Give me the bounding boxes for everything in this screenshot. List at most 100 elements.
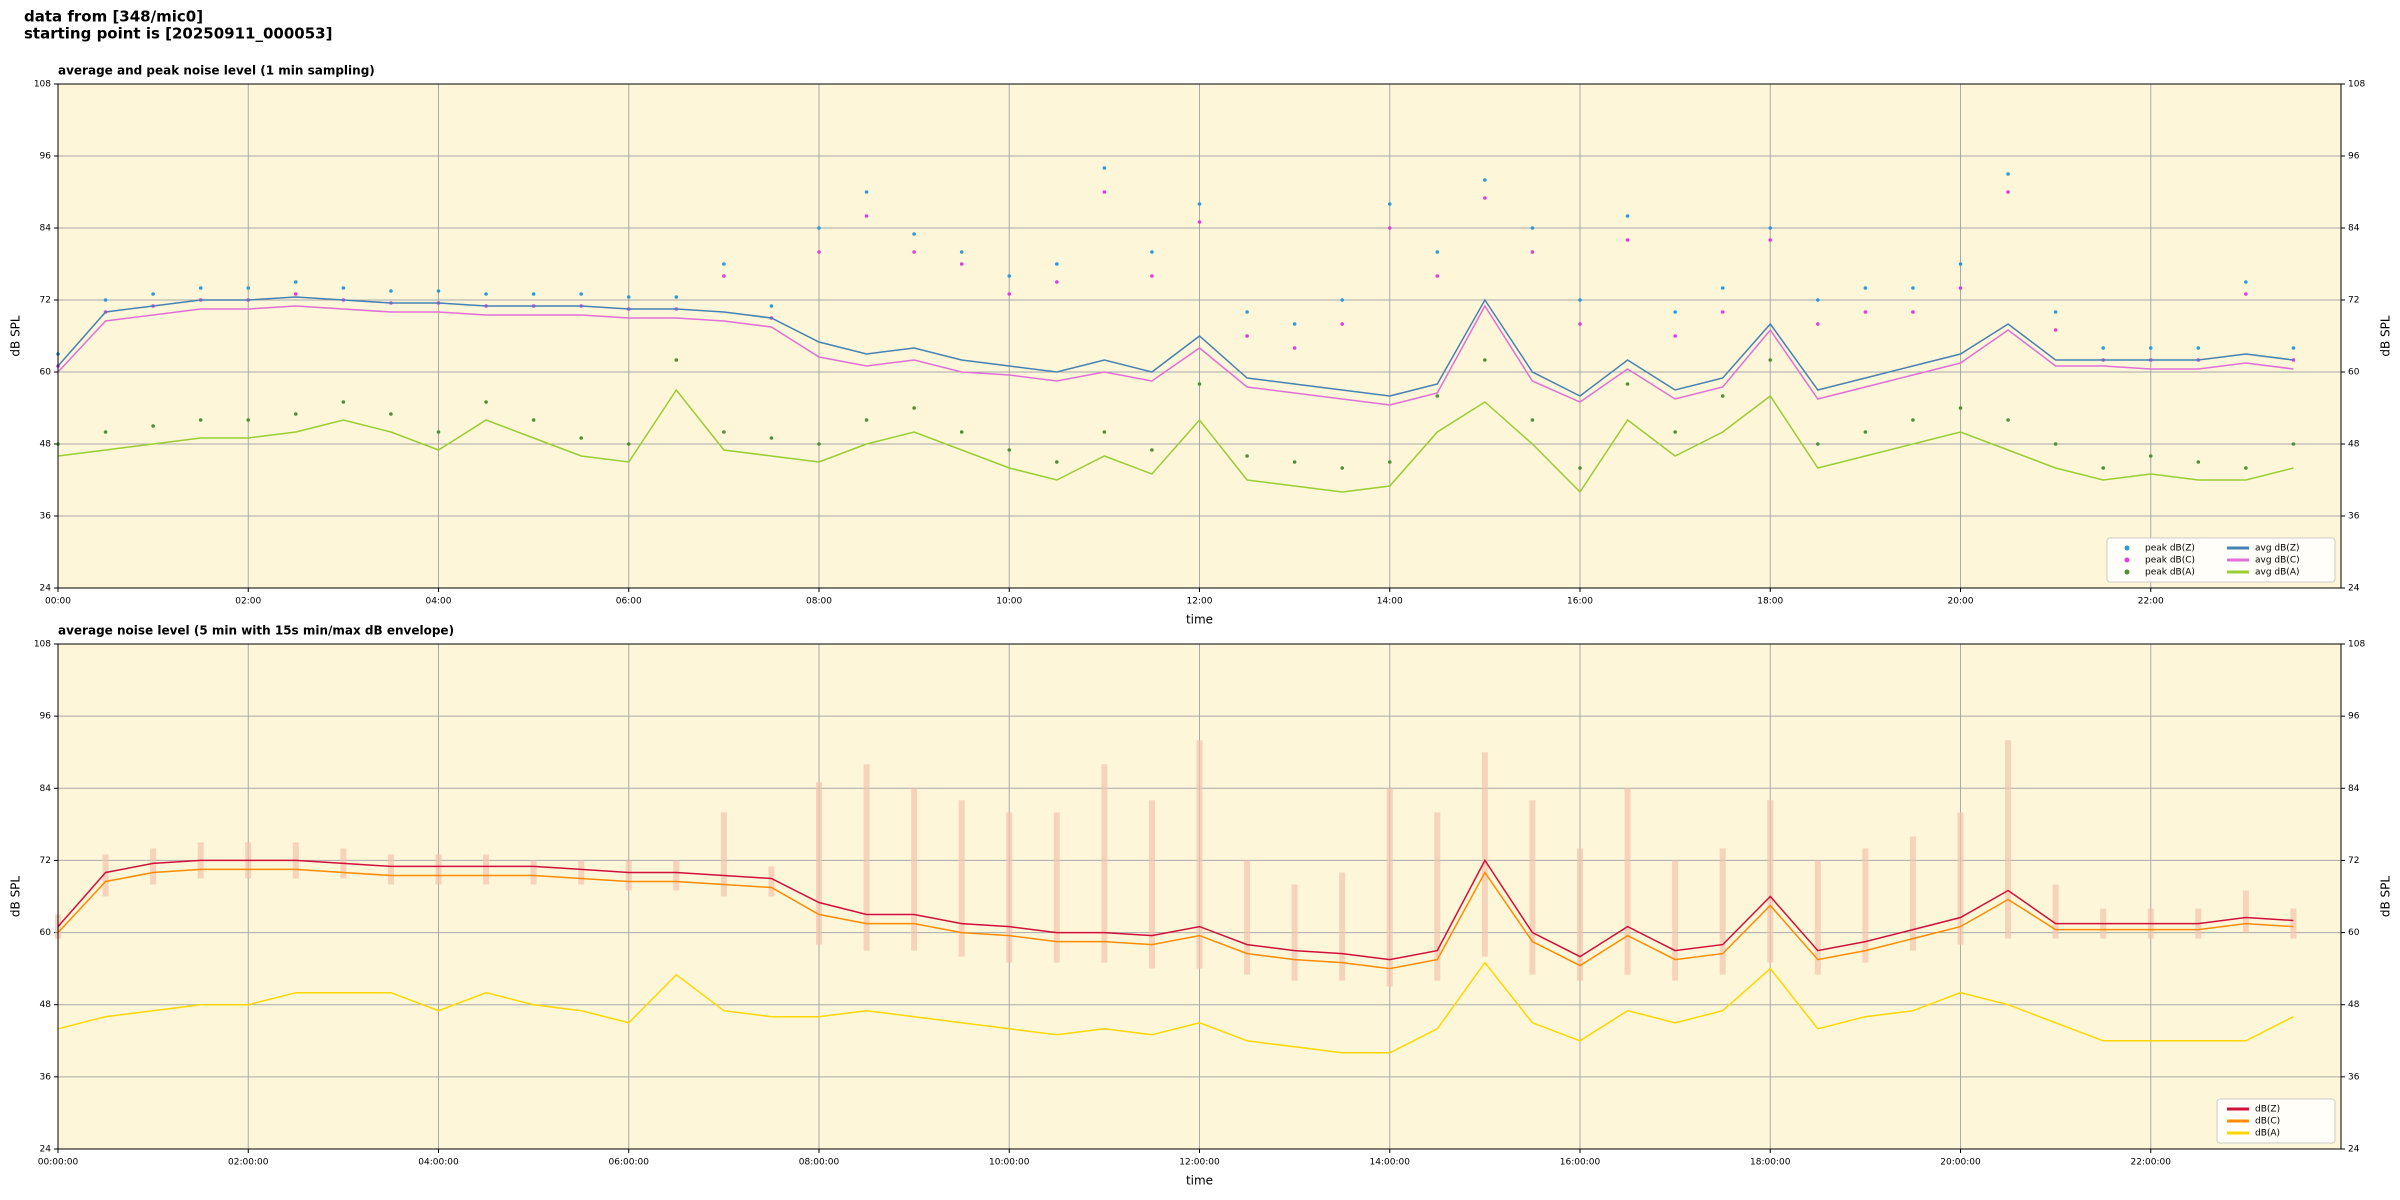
legend-marker	[2124, 557, 2130, 563]
legend-label: avg dB(A)	[2255, 568, 2299, 578]
legend-marker	[2124, 569, 2130, 575]
data-point	[1530, 226, 1535, 230]
y-tick-label: 108	[2348, 80, 2365, 90]
y-tick-label: 72	[2348, 856, 2359, 866]
data-point	[1245, 310, 1249, 314]
plot-frame	[57, 83, 2342, 589]
y-tick-label: 24	[2348, 584, 2360, 594]
legend-label: avg dB(C)	[2255, 556, 2300, 566]
data-point	[769, 304, 774, 308]
data-point	[1720, 286, 1725, 290]
data-point	[1197, 382, 1202, 386]
data-point	[2053, 328, 2058, 332]
data-point	[1245, 454, 1249, 458]
data-point	[294, 292, 298, 296]
data-point	[1958, 262, 1963, 266]
x-tick-label: 16:00:00	[1560, 1158, 1601, 1168]
data-point	[626, 442, 631, 446]
y-tick-label: 96	[2348, 712, 2360, 722]
data-point	[579, 436, 583, 440]
data-point	[1387, 202, 1392, 206]
y-tick-label: 36	[2348, 512, 2360, 522]
y-axis-label: dB SPL	[2379, 315, 2393, 357]
legend-box	[2106, 537, 2336, 583]
data-point	[2006, 418, 2010, 422]
data-point	[389, 289, 393, 293]
x-axis-label: time	[1186, 613, 1213, 627]
data-point	[1197, 202, 1202, 206]
data-point	[294, 280, 298, 284]
data-point	[246, 418, 251, 422]
data-point	[1292, 460, 1297, 464]
x-tick-label: 20:00:00	[1940, 1158, 1981, 1168]
legend-label: avg dB(Z)	[2255, 544, 2300, 554]
data-point	[1720, 310, 1725, 314]
data-point	[1435, 274, 1440, 278]
data-point	[1150, 274, 1154, 278]
data-point	[151, 292, 155, 296]
data-point	[579, 292, 583, 296]
x-tick-label: 08:00	[806, 597, 832, 607]
y-tick-label: 60	[2348, 928, 2360, 938]
data-point	[674, 358, 679, 362]
data-point	[1435, 250, 1440, 254]
data-line	[57, 868, 2294, 970]
data-point	[2244, 466, 2248, 470]
data-point	[1292, 322, 1297, 326]
data-point	[1673, 430, 1677, 434]
y-tick-label: 36	[2348, 1072, 2360, 1082]
y-axis-label: dB SPL	[9, 315, 23, 357]
data-point	[198, 286, 203, 290]
data-point	[1958, 286, 1963, 290]
data-point	[2053, 310, 2058, 314]
data-point	[912, 406, 916, 410]
data-point	[1625, 214, 1630, 218]
data-point	[484, 292, 488, 296]
data-point	[1911, 310, 1915, 314]
y-tick-label: 84	[2348, 784, 2360, 794]
data-point	[1816, 442, 1820, 446]
data-point	[1720, 394, 1725, 398]
x-tick-label: 04:00:00	[418, 1158, 459, 1168]
data-point	[912, 250, 916, 254]
y-tick-label: 96	[40, 152, 52, 162]
plot-frame	[57, 643, 2342, 1150]
data-point	[864, 418, 869, 422]
data-point	[2196, 460, 2201, 464]
y-tick-label: 48	[2348, 440, 2360, 450]
legend-label: peak dB(A)	[2145, 568, 2195, 578]
y-tick-label: 108	[34, 640, 51, 650]
data-point	[151, 424, 155, 428]
data-point	[1055, 262, 1059, 266]
data-point	[341, 286, 346, 290]
data-point	[103, 430, 108, 434]
data-point	[1483, 196, 1487, 200]
data-point	[1911, 286, 1915, 290]
data-point	[103, 298, 108, 302]
legend-label: dB(A)	[2255, 1129, 2280, 1139]
y-tick-label: 48	[2348, 1000, 2360, 1010]
data-point	[674, 295, 679, 299]
x-tick-label: 06:00:00	[609, 1158, 650, 1168]
data-point	[1055, 280, 1059, 284]
data-point	[1102, 190, 1107, 194]
x-tick-label: 14:00:00	[1370, 1158, 1411, 1168]
x-tick-label: 02:00:00	[228, 1158, 269, 1168]
x-tick-label: 04:00	[426, 597, 452, 607]
data-point	[1768, 358, 1773, 362]
data-point	[1530, 418, 1535, 422]
data-point	[1150, 250, 1154, 254]
data-point	[1483, 178, 1487, 182]
y-tick-label: 96	[2348, 152, 2360, 162]
data-point	[1245, 334, 1249, 338]
header-line: starting point is [20250911_000053]	[24, 25, 332, 43]
data-point	[817, 250, 821, 254]
data-point	[864, 190, 869, 194]
data-point	[1673, 334, 1677, 338]
data-point	[1578, 322, 1582, 326]
data-point	[1483, 358, 1487, 362]
y-tick-label: 108	[2348, 640, 2365, 650]
data-point	[959, 250, 964, 254]
data-point	[2053, 442, 2058, 446]
data-point	[1387, 460, 1392, 464]
